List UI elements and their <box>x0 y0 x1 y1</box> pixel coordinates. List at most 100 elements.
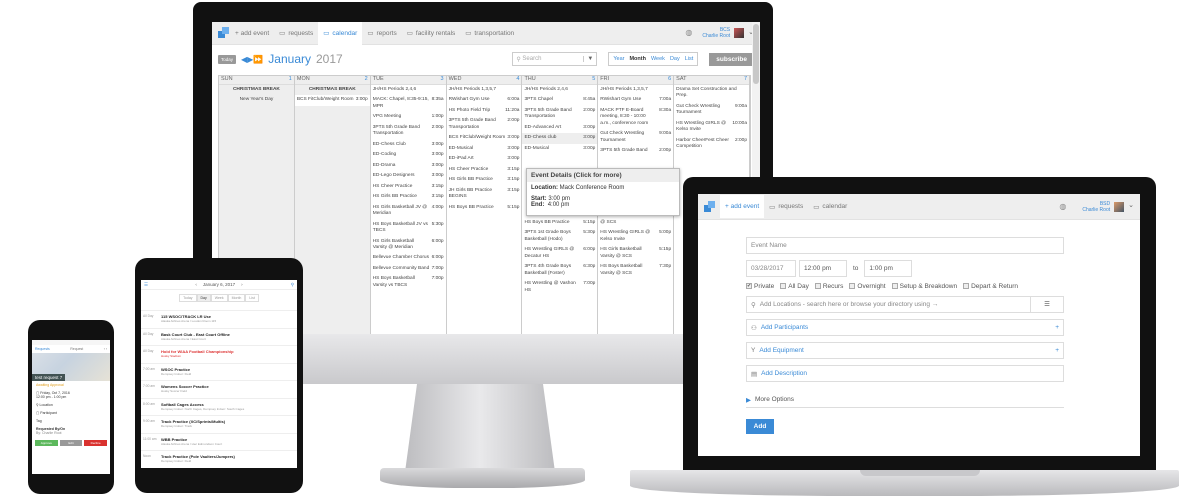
tablet-event[interactable]: 7:00 am WSOC Practice Dempsey Indoor: Fiel… <box>141 362 297 381</box>
calendar-event[interactable]: 3PTS 5th Grade Band 2:00p <box>598 146 673 156</box>
calendar-event[interactable]: Drama Set Construction and Prep. <box>674 85 749 102</box>
calendar-event[interactable]: ED-Musical 3:00p <box>447 144 522 154</box>
search-input[interactable]: ⚲ Search ▼ <box>512 52 598 66</box>
search-icon[interactable]: ⚲ <box>290 281 294 287</box>
today-button[interactable]: Today <box>218 54 237 64</box>
decline-button[interactable]: Decline <box>84 440 108 446</box>
calendar-event[interactable]: ED-Lego Designers 3:00p <box>371 171 446 181</box>
calendar-event[interactable]: Bellevue Chamber Chorus 6:00p <box>371 253 446 263</box>
participant-row[interactable]: ▢ Participant <box>36 411 57 415</box>
calendar-event[interactable]: HS Girls Basketball Varsity @ SCS 5:15p <box>598 245 673 262</box>
tablet-event[interactable]: All Day Bask Court Club - East Court Offl… <box>141 327 297 346</box>
all-day-event[interactable]: New Year's Day <box>239 97 274 103</box>
calendar-event[interactable]: ED-Chess club 3:00p <box>522 133 598 144</box>
hidden-event[interactable] <box>522 154 597 166</box>
chevron-down-icon[interactable]: ⌄ <box>1128 202 1134 210</box>
calendar-event[interactable]: BCS FitClub/Weight Room 3:00p <box>447 133 522 143</box>
calendar-event[interactable]: 3PTS 5th Grade Band Transportation 2:00p <box>447 116 522 133</box>
nav-calendar[interactable]: ▭ calendar <box>808 195 852 218</box>
calendar-event[interactable]: HS Cheer Practice 3:15p <box>447 165 522 175</box>
prev-icon[interactable]: ◀ <box>241 54 248 64</box>
calendar-event[interactable]: ED-iPad Art 3:00p <box>447 154 522 164</box>
tablet-event[interactable]: All Day 115 WSOC/TRACK LR Use Alaska Airli… <box>141 310 297 328</box>
nav-reports[interactable]: ▭ reports <box>362 22 401 45</box>
calendar-event[interactable]: 3PTS 1st Grade Boys Basketball (Hodo) 5:3… <box>522 228 597 245</box>
locations-input[interactable]: ⚲ Add Locations - search here or browse … <box>746 296 1064 313</box>
tablet-event[interactable]: Noon Track Practice (Pole Vaulters/Jumper… <box>141 450 297 468</box>
nav-requests[interactable]: ▭ requests <box>764 195 808 218</box>
calendar-event[interactable]: ED-Musical 3:00p <box>522 144 597 154</box>
avatar[interactable] <box>1114 201 1125 212</box>
all-day-event[interactable]: CHRISTMAS BREAK <box>232 87 280 92</box>
calendar-event[interactable]: JH/HS Periods 1,3,5,7 <box>447 85 522 95</box>
calendar-event[interactable]: HS Wrestling GIRLS @ Kelso Invite 5:00p <box>598 228 673 245</box>
tab-week[interactable]: Week <box>210 294 228 302</box>
end-time-input[interactable]: 1:00 pm <box>864 260 913 277</box>
day-number[interactable]: 1 <box>288 76 292 83</box>
tablet-event[interactable]: All Day Hold for WIAA Football Championsh… <box>141 345 297 363</box>
calendar-event[interactable]: MACK PTF E-Board meeting, 8:30 - 10:00 a… <box>598 106 673 129</box>
tablet-event[interactable]: 8:00 am Softball Cages Access Dempsey Indo… <box>141 397 297 416</box>
view-list[interactable]: List <box>684 56 694 62</box>
all-day-event[interactable]: CHRISTMAS BREAK <box>308 87 356 92</box>
list-browse-icon[interactable]: ☰ <box>1030 297 1063 312</box>
checkbox-depart-return[interactable]: Depart & Return <box>963 283 1018 290</box>
tab-today[interactable]: Today <box>179 294 197 302</box>
view-day[interactable]: Day <box>669 56 680 62</box>
tab-month[interactable]: Month <box>227 294 246 302</box>
day-number[interactable]: 6 <box>668 76 672 83</box>
menu-icon[interactable]: ☰ <box>144 281 149 287</box>
calendar-event[interactable]: ED-Drama 3:00p <box>371 161 446 171</box>
checkbox[interactable]: ✔ <box>746 283 752 290</box>
calendar-event[interactable]: HS Girls BB Practice 3:15p <box>371 192 446 202</box>
calendar-event[interactable]: Gut Check Wrestling Tournament 9:00a <box>598 129 673 146</box>
calendar-event[interactable]: HS Boys BB Practice 5:15p <box>447 203 522 213</box>
calendar-event[interactable]: JH/HS Periods 2,4,6 <box>522 85 597 95</box>
plus-icon[interactable]: + <box>1055 347 1059 354</box>
calendar-event[interactable]: 3PTS Chapel 8:45a <box>522 95 597 105</box>
calendar-event[interactable]: ED-Advanced Art 3:00p <box>522 123 597 133</box>
nav-arrows-icon[interactable]: ‹ › <box>103 347 107 351</box>
globe-icon[interactable]: ◍ <box>685 28 693 38</box>
checkbox-all-day[interactable]: All Day <box>780 283 809 290</box>
tablet-event[interactable]: 9:00 am Track Practice (XC/Sprints/Multis… <box>141 415 297 433</box>
checkbox[interactable] <box>780 283 787 290</box>
tablet-event[interactable]: 7:00 am Womens Soccer Practice Husky Socce… <box>141 380 297 398</box>
checkbox[interactable] <box>849 283 856 290</box>
day-number[interactable]: 7 <box>743 76 748 83</box>
calendar-event[interactable]: HS Boys BB Practice 5:15p <box>522 218 597 228</box>
calendar-event[interactable]: HS Girls Basketball JV @ Meridian 4:00p <box>371 203 446 220</box>
calendar-event[interactable]: BCS FitClub/Weight Room 3:00p <box>295 95 370 105</box>
nav-transportation[interactable]: ▭ transportation <box>460 22 519 45</box>
add-equipment[interactable]: Y Add Equipment + <box>746 342 1064 359</box>
calendar-event[interactable]: Bellevue Community Band 7:00p <box>371 264 446 274</box>
checkbox[interactable] <box>891 283 898 290</box>
calendar-event[interactable]: HS Boys Basketball JV vs TBCS 5:30p <box>371 220 446 237</box>
calendar-event[interactable]: RWishart Gym Use 7:00a <box>598 95 673 105</box>
checkbox-recurs[interactable]: Recurs <box>814 283 843 290</box>
add-participants[interactable]: ⚇ Add Participants + <box>746 319 1064 336</box>
calendar-event[interactable]: HS Wrestling GIRLS @ Decatur HS 6:00p <box>522 245 597 262</box>
next-day-icon[interactable]: › <box>241 282 243 287</box>
app-logo-icon[interactable] <box>704 200 716 213</box>
back-to-requests[interactable]: Requests <box>35 347 50 351</box>
calendar-event[interactable]: 3PTS 4th Grade Boys Basketball (Foster) 6… <box>522 262 597 279</box>
hidden-event[interactable] <box>598 157 673 169</box>
subscribe-button[interactable]: subscribe <box>709 52 754 66</box>
location-row[interactable]: ⚲ Location <box>36 403 53 407</box>
day-number[interactable]: 3 <box>440 76 444 83</box>
add-description[interactable]: ▤ Add Description <box>746 365 1064 382</box>
avatar[interactable] <box>734 28 745 38</box>
nav-add-event[interactable]: + add event <box>720 195 765 218</box>
location-map[interactable]: test request 7 <box>32 353 110 381</box>
calendar-event[interactable]: HS Boys Basketball Varsity vs TBCS 7:00p <box>371 274 446 291</box>
calendar-event[interactable]: 3PTS 5th Grade Band Transportation 2:00p <box>371 123 446 140</box>
view-year[interactable]: Year <box>613 56 625 62</box>
day-number[interactable]: 2 <box>364 76 368 83</box>
approve-button[interactable]: Approve <box>35 440 58 446</box>
view-week[interactable]: Week <box>650 56 665 62</box>
day-number[interactable]: 5 <box>592 76 596 83</box>
calendar-event[interactable]: HS Wrestling GIRLS @ Kelso Invite 10:00a <box>674 119 749 136</box>
date-input[interactable]: 03/28/2017 <box>746 260 796 277</box>
